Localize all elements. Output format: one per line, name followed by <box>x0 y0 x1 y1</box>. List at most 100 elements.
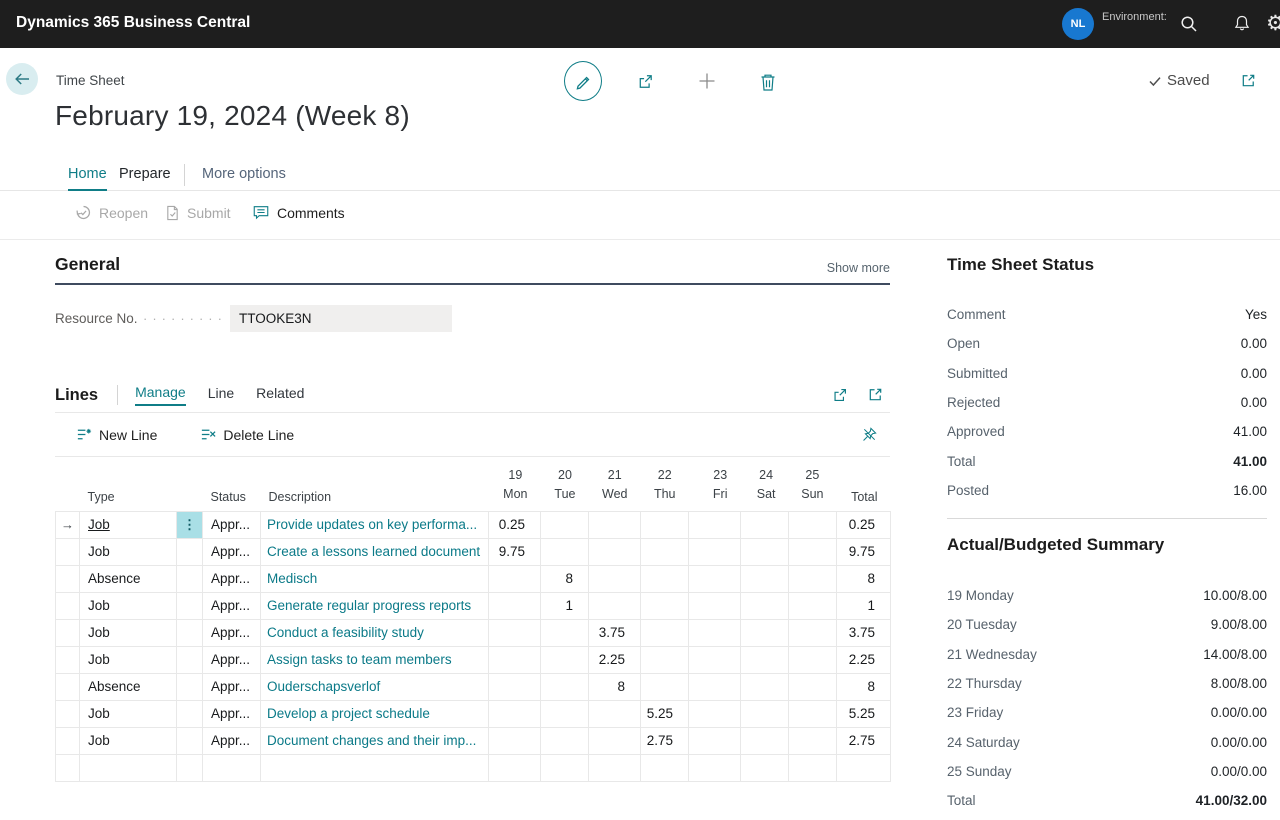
cell-status[interactable]: Appr... <box>202 591 261 620</box>
description-link[interactable]: Generate regular progress reports <box>267 598 472 613</box>
cell-day-wed[interactable] <box>588 510 641 539</box>
cell-day-wed[interactable] <box>588 591 641 620</box>
cell-day-thu[interactable]: 2.75 <box>640 726 689 755</box>
cell-day-sun[interactable] <box>788 618 837 647</box>
row-menu-cell[interactable] <box>176 726 203 755</box>
cell-day-tue[interactable] <box>540 699 589 728</box>
col-header-day-tue[interactable]: 20 Tue <box>541 466 589 511</box>
general-section-heading[interactable]: General <box>55 254 121 274</box>
cell-status[interactable]: Appr... <box>202 537 261 566</box>
lines-section-heading[interactable]: Lines <box>55 385 99 404</box>
description-link[interactable]: Develop a project schedule <box>267 706 430 721</box>
cell-day-sun[interactable] <box>788 537 837 566</box>
cell-day-thu[interactable] <box>640 591 689 620</box>
notifications-bell-icon[interactable] <box>1233 14 1251 33</box>
delete-button[interactable] <box>759 72 777 92</box>
cell-day-thu[interactable] <box>640 618 689 647</box>
col-header-total[interactable]: Total <box>851 489 878 504</box>
cell-day-wed[interactable]: 2.25 <box>588 645 641 674</box>
edit-button[interactable] <box>564 61 602 101</box>
share-button[interactable] <box>636 72 655 91</box>
lines-menu-line[interactable]: Line <box>207 385 235 401</box>
timesheet-status-heading[interactable]: Time Sheet Status <box>947 255 1095 274</box>
description-link[interactable]: Document changes and their imp... <box>267 733 477 748</box>
cell-type[interactable]: Job <box>79 510 177 539</box>
row-selector-cell[interactable] <box>55 726 80 755</box>
cell-day-mon[interactable] <box>488 645 541 674</box>
cell-day-tue[interactable] <box>540 672 589 701</box>
col-header-day-mon[interactable]: 19 Mon <box>489 466 541 511</box>
row-selector-cell[interactable] <box>55 699 80 728</box>
avatar[interactable]: NL <box>1062 8 1094 40</box>
cell-day-fri[interactable] <box>688 672 741 701</box>
cell-day-tue[interactable] <box>540 726 589 755</box>
row-selector-cell[interactable] <box>55 564 80 593</box>
cell-day-mon[interactable] <box>488 699 541 728</box>
cell-day-thu[interactable] <box>640 537 689 566</box>
description-link[interactable]: Create a lessons learned document <box>267 544 481 559</box>
description-link[interactable]: Ouderschapsverlof <box>267 679 381 694</box>
comments-button[interactable]: Comments <box>252 204 345 221</box>
cell-day-thu[interactable] <box>640 510 689 539</box>
cell-day-fri[interactable] <box>688 564 741 593</box>
row-selector-cell[interactable] <box>55 672 80 701</box>
row-selector-cell[interactable] <box>55 618 80 647</box>
cell-status[interactable]: Appr... <box>202 564 261 593</box>
cell-day-mon[interactable] <box>488 564 541 593</box>
cell-status[interactable]: Appr... <box>202 672 261 701</box>
lines-menu-related[interactable]: Related <box>256 385 305 401</box>
cell-day-sun[interactable] <box>788 510 837 539</box>
cell-description[interactable]: Ouderschapsverlof <box>260 672 489 701</box>
cell-description[interactable]: Document changes and their imp... <box>260 726 489 755</box>
cell-type[interactable]: Absence <box>79 564 177 593</box>
cell-day-wed[interactable] <box>588 699 641 728</box>
cell-day-mon[interactable] <box>488 753 541 782</box>
settings-gear-icon[interactable]: ⚙ <box>1266 12 1280 35</box>
cell-status[interactable] <box>202 753 261 782</box>
col-header-day-sat[interactable]: 24 Sat <box>741 466 789 511</box>
cell-type[interactable]: Job <box>79 645 177 674</box>
cell-type[interactable] <box>79 753 177 782</box>
cell-day-tue[interactable] <box>540 510 589 539</box>
row-menu-cell[interactable] <box>176 591 203 620</box>
cell-day-thu[interactable] <box>640 672 689 701</box>
row-menu-cell[interactable] <box>176 699 203 728</box>
cell-day-sat[interactable] <box>740 510 789 539</box>
cell-day-sat[interactable] <box>740 726 789 755</box>
row-selector-cell[interactable] <box>55 537 80 566</box>
cell-day-fri[interactable] <box>688 699 741 728</box>
cell-type[interactable]: Job <box>79 591 177 620</box>
cell-day-sat[interactable] <box>740 618 789 647</box>
row-menu-button[interactable]: ⋮ <box>176 510 203 539</box>
row-menu-cell[interactable] <box>176 537 203 566</box>
cell-day-sun[interactable] <box>788 753 837 782</box>
cell-day-wed[interactable]: 3.75 <box>588 618 641 647</box>
cell-description[interactable]: Generate regular progress reports <box>260 591 489 620</box>
cell-description[interactable]: Provide updates on key performa... <box>260 510 489 539</box>
cell-status[interactable]: Appr... <box>202 645 261 674</box>
cell-day-fri[interactable] <box>688 591 741 620</box>
lines-expand-button[interactable] <box>867 386 884 404</box>
tab-more-options[interactable]: More options <box>202 166 286 182</box>
description-link[interactable]: Medisch <box>267 571 318 586</box>
description-link[interactable]: Assign tasks to team members <box>267 652 452 667</box>
cell-day-sat[interactable] <box>740 753 789 782</box>
cell-day-fri[interactable] <box>688 645 741 674</box>
cell-day-wed[interactable] <box>588 564 641 593</box>
cell-status[interactable]: Appr... <box>202 618 261 647</box>
cell-day-sat[interactable] <box>740 699 789 728</box>
cell-description[interactable] <box>260 753 489 782</box>
cell-day-thu[interactable] <box>640 753 689 782</box>
col-header-description[interactable]: Description <box>268 489 332 504</box>
cell-day-tue[interactable] <box>540 645 589 674</box>
tab-prepare[interactable]: Prepare <box>119 166 171 182</box>
cell-day-wed[interactable] <box>588 537 641 566</box>
col-header-day-thu[interactable]: 22 Thu <box>641 466 689 511</box>
row-selector-cell[interactable]: → <box>55 510 80 539</box>
cell-day-fri[interactable] <box>688 618 741 647</box>
open-in-new-window-button[interactable] <box>1240 72 1257 89</box>
search-icon[interactable] <box>1179 14 1199 34</box>
lines-menu-manage[interactable]: Manage <box>135 384 186 406</box>
row-menu-cell[interactable] <box>176 618 203 647</box>
row-selector-cell[interactable] <box>55 591 80 620</box>
